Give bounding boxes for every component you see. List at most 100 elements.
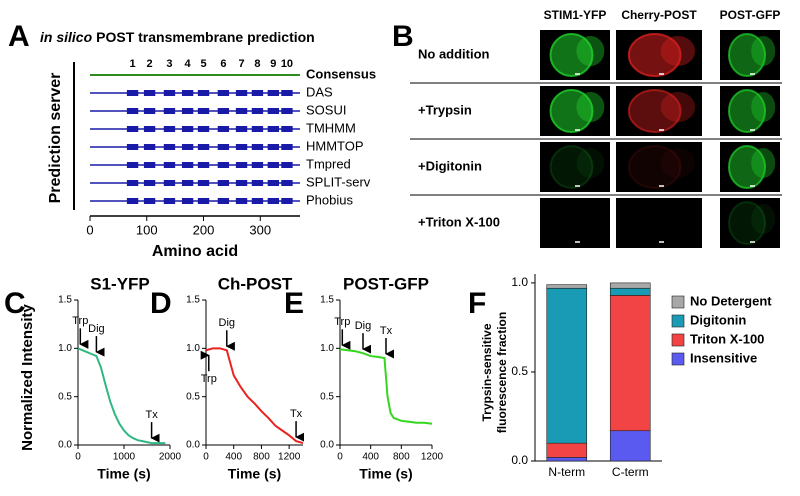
x-tick-label: 0 [75,452,81,463]
micrograph [616,30,702,80]
helix-number: 2 [147,58,153,70]
legend-label: Insensitive [690,350,757,365]
x-tick-label: 1000 [113,452,136,463]
cell-edge [627,145,682,189]
tm-helix [163,108,176,114]
tm-helix [163,144,176,150]
helix-number: 3 [166,58,172,70]
server-label: DAS [306,84,333,99]
tm-helix [181,126,194,132]
image-bg [540,142,610,192]
micrograph [720,198,780,248]
legend-swatch [671,295,685,309]
cell-edge [627,33,682,77]
helix-number: 7 [238,58,244,70]
bar-segment [609,295,651,432]
micrograph [540,30,610,80]
tm-helix [143,90,156,96]
title-italic: in silico [40,29,93,45]
y-tick-label: 0.5 [186,391,200,402]
row-label: +Triton X-100 [418,214,500,229]
server-label: SOSUI [306,102,346,117]
helix-number: 4 [185,58,192,70]
micrograph [540,198,610,248]
x-tick-label: 400 [362,452,379,463]
server-label: Phobius [306,192,353,207]
y-tick-label: 1.0 [186,343,200,354]
tm-helix [281,144,293,150]
panel-label: F [468,287,486,320]
tm-helix [181,162,194,168]
x-tick-label: 0 [203,452,209,463]
tm-helix [126,108,139,114]
micrograph [616,142,702,192]
tm-helix [251,108,264,114]
annotation: Tx [380,325,393,337]
tm-helix [217,180,230,186]
tm-helix [126,198,139,204]
y-tick-label: 1.0 [320,343,334,354]
y-axis-label: Trypsin-sensitive [480,323,494,421]
cell [576,92,605,122]
server-label: SPLIT-serv [306,174,371,189]
micrograph [720,142,780,192]
legend-swatch [671,333,685,347]
micrograph [720,86,780,136]
row-label: No addition [418,46,490,61]
x-tick-label: N-term [548,465,585,479]
cell-edge [728,33,766,77]
tm-helix [251,126,264,132]
tm-helix [251,144,264,150]
server-label: TMHMM [306,120,356,135]
x-axis-label: Time (s) [359,466,412,482]
server-label: HMMTOP [306,138,364,153]
server-label: Tmpred [306,156,351,171]
tm-helix [181,198,194,204]
server-label: Consensus [306,66,376,81]
annotation: Trp [201,373,217,385]
cell-edge [728,145,766,189]
tm-helix [143,198,156,204]
tm-helix [281,90,293,96]
data-line [205,347,304,445]
annotation: Dig [355,320,372,332]
panel-label: A [8,20,30,53]
cell [660,92,696,122]
cell [628,90,681,132]
panel-label: B [392,20,414,53]
y-tick-label: 1.0 [511,275,528,289]
x-tick-label: 100 [136,222,158,237]
tm-helix [267,108,279,114]
cell [729,90,765,132]
tm-helix [181,90,194,96]
tm-helix [217,90,230,96]
image-bg [720,198,780,248]
image-bg [616,142,702,192]
tm-helix [181,144,194,150]
micrograph [616,198,702,248]
cell [729,202,765,244]
cell-edge [549,33,594,77]
tm-helix [267,126,279,132]
tm-helix [163,198,176,204]
chart-title: S1-YFP [90,274,150,293]
x-tick-label: 2000 [159,452,182,463]
column-header: Cherry-POST [621,8,697,22]
tm-helix [281,108,293,114]
tm-helix [251,162,264,168]
x-axis-label: Amino acid [152,243,238,260]
tm-helix [267,90,279,96]
tm-helix [267,162,279,168]
y-tick-label: 0.0 [320,440,334,451]
y-tick-label: 0.5 [511,364,528,378]
tm-helix [197,198,210,204]
legend-label: Triton X-100 [690,331,764,346]
column-header: STIM1-YFP [544,8,607,22]
y-axis-label: fluorescence fraction [495,312,509,433]
tm-helix [143,162,156,168]
x-tick-label: 1200 [278,452,301,463]
annotation: Trp [334,316,350,328]
tm-helix [235,108,248,114]
tm-helix [197,108,210,114]
